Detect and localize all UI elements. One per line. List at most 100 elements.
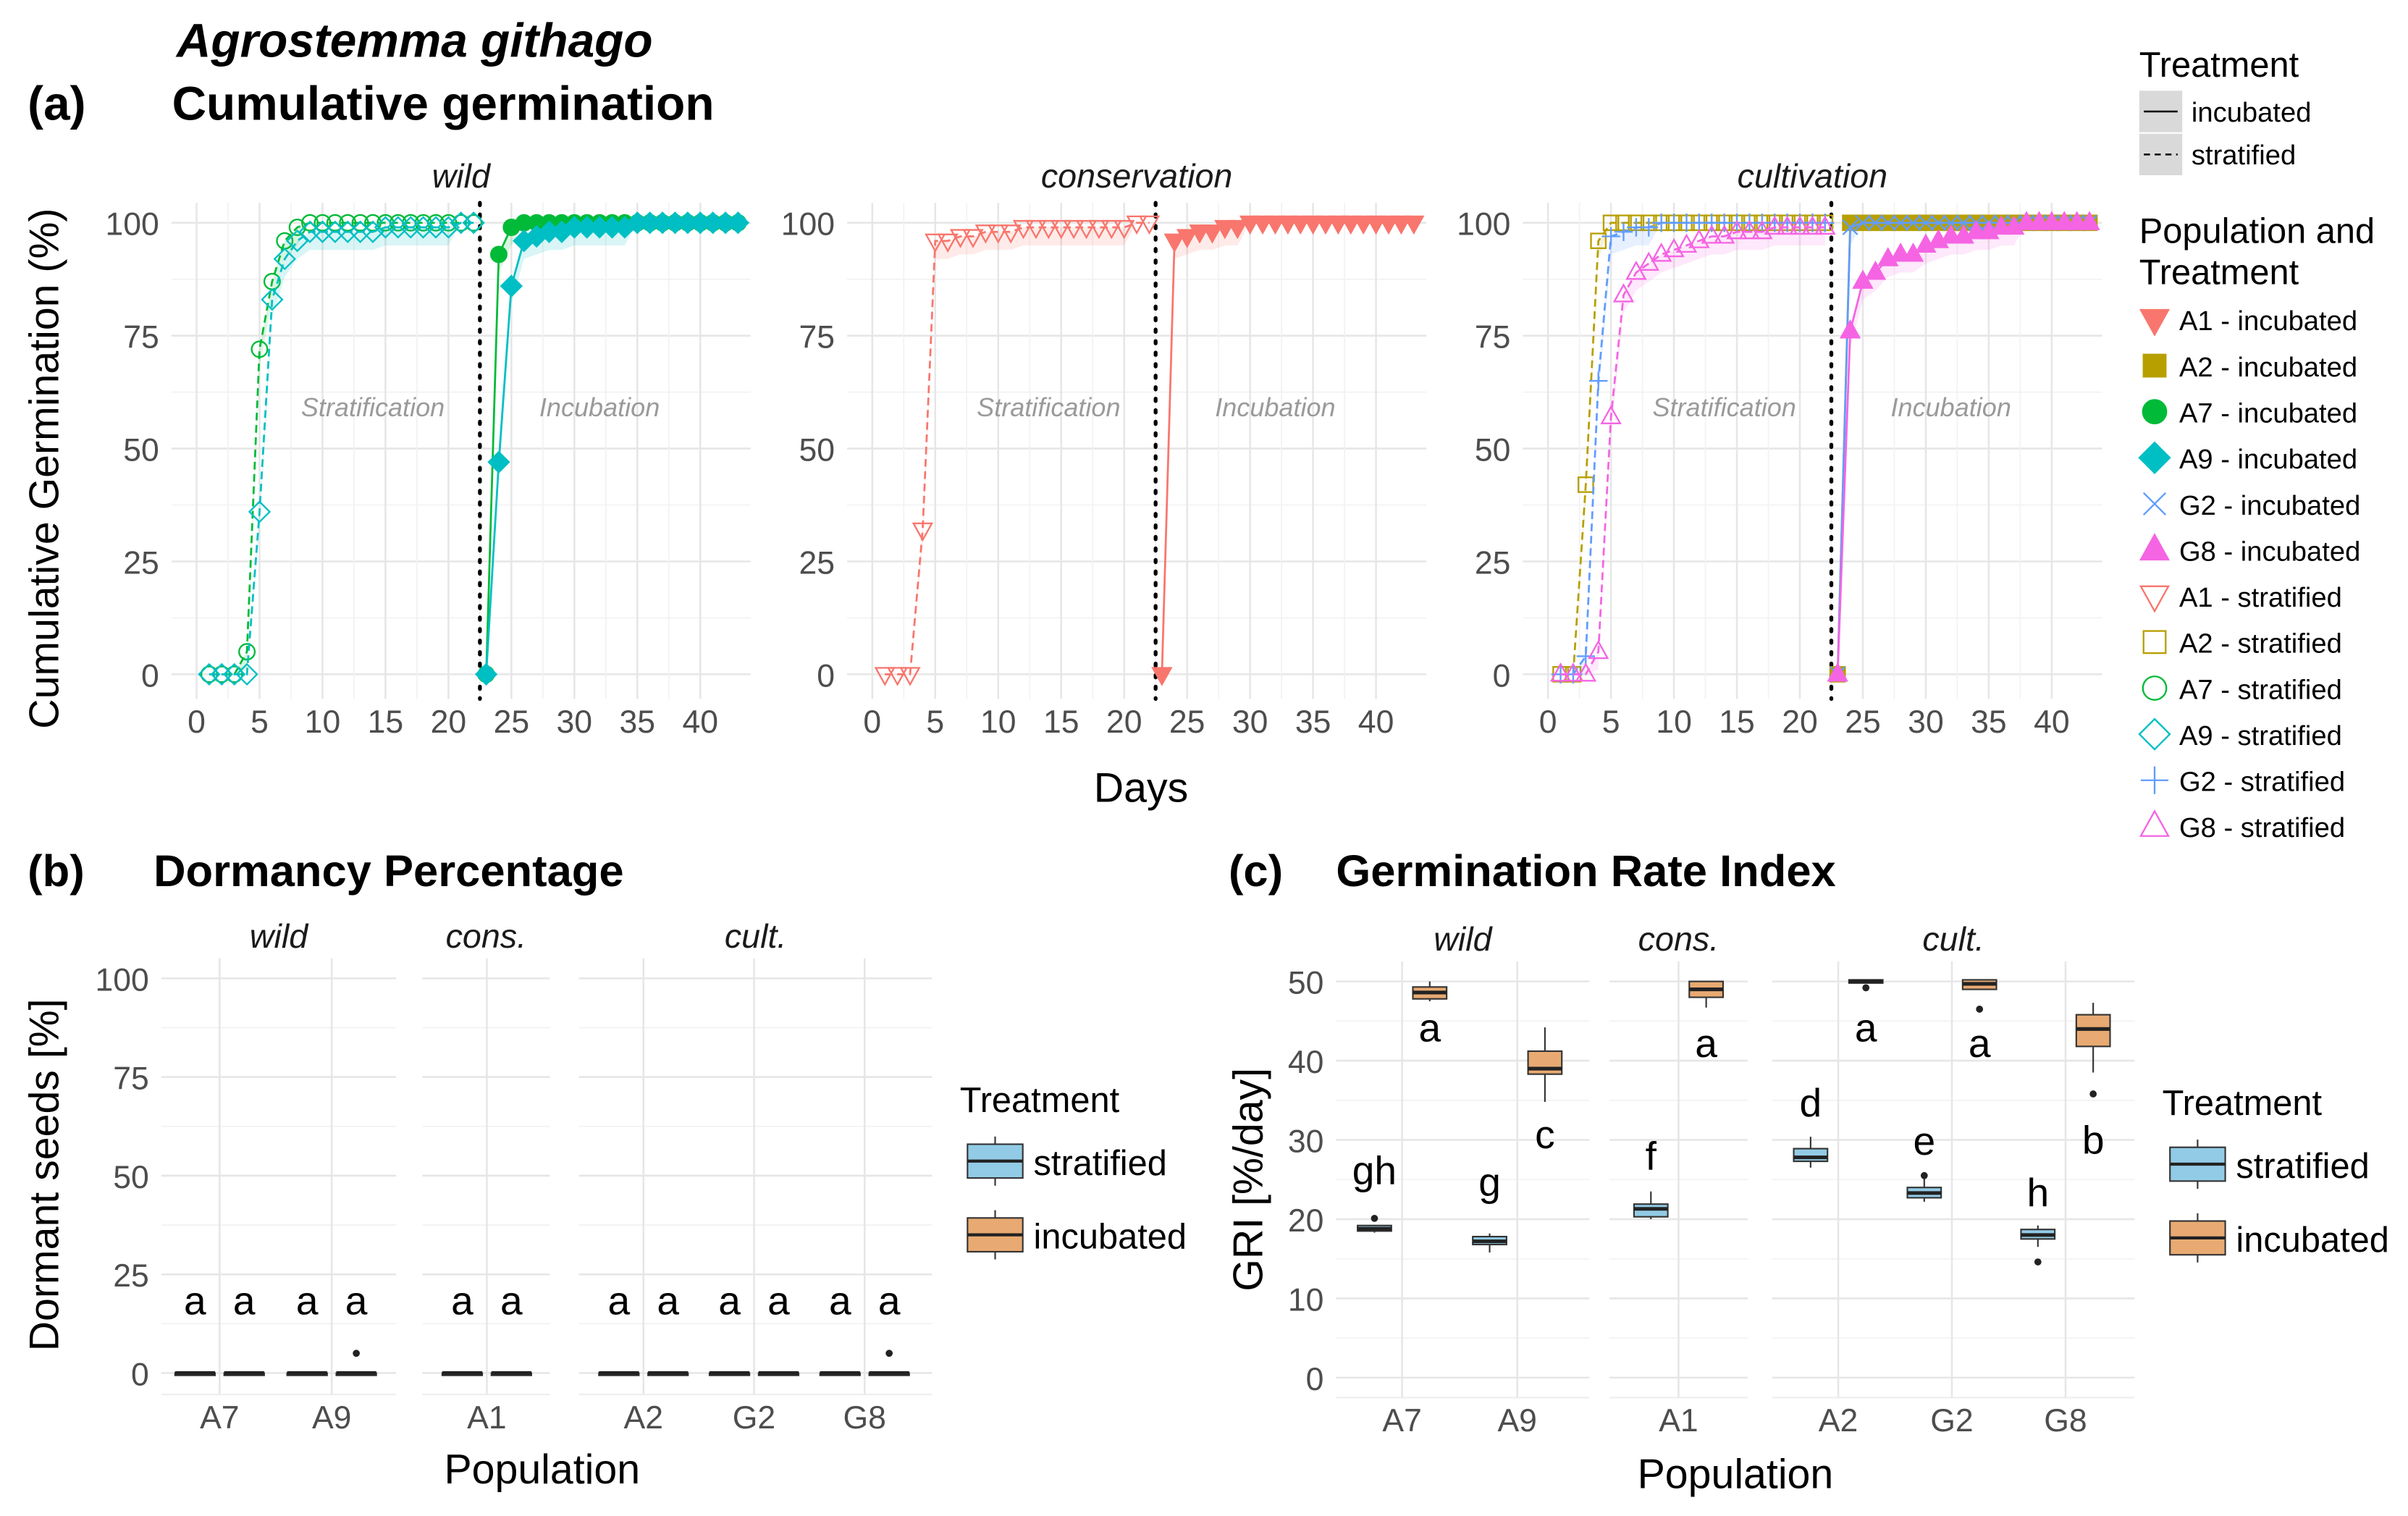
- legend-symbol-a2: [2142, 630, 2167, 654]
- data-point: [1226, 219, 1248, 240]
- data-point: [1827, 662, 1848, 682]
- legend-c-title: Treatment: [2163, 1084, 2323, 1123]
- series-line: [1560, 226, 1825, 675]
- box-g2-incubated: a: [757, 1278, 800, 1376]
- legend-item-label: A9 - stratified: [2179, 720, 2342, 751]
- x-tick-label: 20: [431, 704, 467, 740]
- y-tick-label: 75: [113, 1061, 149, 1097]
- box: [1793, 1147, 1829, 1163]
- x-tick-label: 10: [305, 704, 341, 740]
- significance-letter: a: [657, 1278, 679, 1323]
- legend-item-label: G8 - incubated: [2179, 536, 2360, 567]
- data-point: [1801, 215, 1824, 235]
- legend-b-keys: [967, 1136, 1024, 1260]
- data-point: [1867, 214, 1884, 231]
- data-point: [1189, 224, 1211, 244]
- data-point: [1051, 219, 1072, 240]
- data-point: [1025, 219, 1047, 240]
- data-point: [1315, 215, 1336, 235]
- y-tick-label: 75: [1475, 320, 1511, 355]
- data-point: [1601, 227, 1620, 246]
- data-point: [1163, 233, 1185, 253]
- data-point: [1776, 215, 1798, 235]
- x-tick-label: 5: [926, 704, 944, 740]
- data-point: [361, 220, 384, 243]
- box-a1-incubated: a: [490, 1278, 532, 1376]
- x-tick-label: G2: [733, 1400, 775, 1436]
- data-point: [1614, 222, 1633, 241]
- y-tick-label: 50: [799, 433, 835, 468]
- legend-item-label: A2 - stratified: [2179, 628, 2342, 660]
- panel-a-tag: (a): [28, 77, 85, 130]
- outlier-point: [2034, 1258, 2042, 1266]
- x-tick-label: 0: [1539, 704, 1557, 740]
- facet-cons: cons. A1 f a: [1609, 920, 1748, 1439]
- legend-symbol-a7: [2142, 675, 2168, 701]
- panel-a-x-label: Days: [1094, 765, 1188, 811]
- y-tick-label: 100: [1457, 207, 1510, 243]
- data-point: [465, 214, 483, 232]
- y-tick-label: 50: [123, 433, 159, 468]
- x-tick-label: A2: [1819, 1403, 1858, 1439]
- x-tick-label: 0: [863, 704, 881, 740]
- facet-label: wild: [432, 157, 492, 195]
- legend-treatment-title: Treatment: [2139, 46, 2299, 85]
- data-point: [462, 211, 485, 235]
- box-a2-incubated: a: [1848, 979, 1884, 1050]
- legend-symbol-a9: [2138, 441, 2171, 474]
- legend-c-stratified: stratified: [2236, 1147, 2369, 1186]
- y-tick-label: 0: [1493, 658, 1511, 694]
- significance-letter: gh: [1352, 1147, 1397, 1192]
- facet-label: wild: [250, 917, 309, 955]
- data-point: [1365, 215, 1387, 235]
- significance-letter: a: [184, 1278, 206, 1323]
- series-line: [1560, 222, 1825, 675]
- significance-letter: a: [1695, 1021, 1717, 1066]
- data-point: [1588, 371, 1608, 390]
- facet-label: conservation: [1041, 157, 1233, 195]
- panel-b-title: Dormancy Percentage: [153, 846, 623, 896]
- x-tick-label: G8: [843, 1400, 886, 1436]
- significance-letter: a: [233, 1278, 256, 1323]
- x-tick-label: 35: [1971, 704, 2007, 740]
- legend-b-incubated: incubated: [1034, 1218, 1187, 1257]
- legend-treatment-stratified: stratified: [2192, 140, 2296, 171]
- significance-letter: a: [767, 1278, 790, 1323]
- y-tick-label: 10: [1288, 1282, 1324, 1318]
- box-g8-incubated: b: [2075, 1003, 2111, 1163]
- data-point: [1277, 215, 1299, 235]
- significance-letter: a: [345, 1278, 368, 1323]
- y-tick-label: 75: [123, 320, 159, 355]
- facet-wild: wild 0 10 20 30 40 50 A7 gh a A9 gc: [1288, 920, 1590, 1439]
- data-point: [1549, 662, 1572, 682]
- box-g2-stratified: e: [1906, 1119, 1942, 1202]
- y-tick-label: 0: [1306, 1362, 1324, 1397]
- y-tick-label: 50: [113, 1160, 149, 1195]
- x-tick-label: G8: [2044, 1403, 2087, 1439]
- data-point: [1113, 219, 1135, 240]
- y-tick-label: 30: [1288, 1124, 1324, 1160]
- significance-letter: a: [500, 1278, 523, 1323]
- x-tick-label: A7: [1382, 1403, 1421, 1439]
- x-tick-label: 0: [188, 704, 206, 740]
- x-tick-label: 20: [1106, 704, 1142, 740]
- x-tick-label: 25: [1169, 704, 1205, 740]
- y-tick-label: 50: [1288, 966, 1324, 1001]
- data-point: [1340, 215, 1362, 235]
- legend-symbol-g2: [2142, 492, 2167, 516]
- data-point: [1214, 219, 1236, 240]
- x-tick-label: 10: [980, 704, 1016, 740]
- data-point: [200, 665, 218, 683]
- legend-c-incubated: incubated: [2236, 1221, 2389, 1260]
- significance-letter: a: [607, 1278, 630, 1323]
- outlier-point: [1920, 1171, 1928, 1179]
- box-g8-incubated: a: [868, 1278, 910, 1376]
- data-point: [1252, 215, 1274, 235]
- data-point: [251, 340, 269, 358]
- data-point: [1012, 219, 1035, 240]
- facet-wild: wild 0 25 50 75 100 0 5 10 15 20 25 30 35 40 Stratifica…: [105, 157, 751, 740]
- data-point: [1990, 215, 2013, 235]
